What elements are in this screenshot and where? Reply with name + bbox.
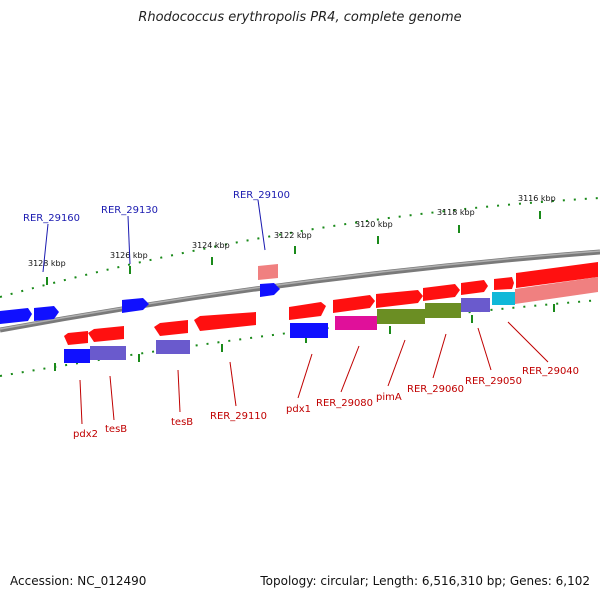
label-leader bbox=[477, 327, 492, 371]
gene-arrow-blue[interactable] bbox=[0, 308, 32, 324]
gene-olive[interactable] bbox=[425, 303, 461, 318]
gene-arrow-red[interactable] bbox=[461, 280, 488, 295]
gene-cyan[interactable] bbox=[492, 292, 515, 305]
gene-pink[interactable] bbox=[258, 264, 278, 280]
scale-label: 3118 kbp bbox=[437, 208, 475, 217]
gene-arrow-red[interactable] bbox=[194, 312, 256, 331]
gene-label-upper[interactable]: RER_29100 bbox=[233, 190, 290, 201]
scale-label: 3120 kbp bbox=[355, 220, 393, 229]
label-leader bbox=[127, 215, 131, 265]
gene-arrow-red[interactable] bbox=[64, 331, 88, 345]
gene-arrow-blue[interactable] bbox=[260, 283, 280, 297]
gene-pink[interactable] bbox=[515, 277, 598, 304]
genome-summary-text: Topology: circular; Length: 6,516,310 bp… bbox=[260, 574, 590, 588]
scale-label: 3122 kbp bbox=[274, 231, 312, 240]
label-leader bbox=[177, 369, 181, 413]
label-leader bbox=[387, 339, 406, 387]
gene-label-lower[interactable]: RER_29080 bbox=[316, 398, 373, 409]
gene-arrow-blue[interactable] bbox=[122, 298, 149, 313]
gene-arrow-red[interactable] bbox=[423, 284, 460, 301]
gene-label-upper[interactable]: RER_29160 bbox=[23, 213, 80, 224]
label-leader bbox=[507, 321, 549, 363]
gene-arrow-red[interactable] bbox=[88, 326, 124, 342]
label-leader bbox=[42, 223, 49, 273]
gene-label-lower[interactable]: RER_29060 bbox=[407, 384, 464, 395]
genome-title: Rhodococcus erythropolis PR4, complete g… bbox=[138, 10, 462, 25]
gene-label-lower[interactable]: RER_29040 bbox=[522, 366, 579, 377]
gene-label-lower[interactable]: RER_29050 bbox=[465, 376, 522, 387]
label-leader bbox=[297, 353, 313, 399]
gene-label-lower[interactable]: pdx1 bbox=[286, 404, 311, 415]
gene-label-lower[interactable]: pimA bbox=[376, 392, 402, 403]
outer-scale-ring bbox=[0, 197, 600, 298]
label-leader bbox=[340, 345, 360, 393]
gene-blue[interactable] bbox=[64, 349, 90, 363]
gene-arrow-blue[interactable] bbox=[34, 306, 59, 321]
gene-arrow-red[interactable] bbox=[154, 320, 188, 336]
gene-arrow-red[interactable] bbox=[516, 262, 598, 288]
gene-arrow-red[interactable] bbox=[333, 295, 375, 313]
gene-label-lower[interactable]: tesB bbox=[105, 424, 127, 435]
scale-label: 3128 kbp bbox=[28, 259, 66, 268]
genome-backbone bbox=[0, 249, 600, 333]
gene-label-lower[interactable]: RER_29110 bbox=[210, 411, 267, 422]
gene-magenta[interactable] bbox=[335, 316, 377, 330]
gene-arrow-red[interactable] bbox=[494, 277, 514, 290]
gene-olive[interactable] bbox=[377, 309, 425, 324]
label-leader bbox=[79, 379, 83, 425]
label-leader bbox=[432, 333, 447, 379]
gene-slate[interactable] bbox=[90, 346, 126, 360]
label-leader bbox=[109, 375, 115, 421]
scale-label: 3124 kbp bbox=[192, 241, 230, 250]
gene-arrow-red[interactable] bbox=[376, 290, 423, 308]
gene-slate[interactable] bbox=[461, 298, 490, 312]
scale-label: 3126 kbp bbox=[110, 251, 148, 260]
gene-arrow-red[interactable] bbox=[289, 302, 326, 320]
gene-blue[interactable] bbox=[290, 323, 328, 338]
label-leader bbox=[229, 361, 237, 407]
gene-label-lower[interactable]: pdx2 bbox=[73, 429, 98, 440]
accession-text: Accession: NC_012490 bbox=[10, 574, 147, 588]
label-leader bbox=[257, 199, 266, 251]
gene-slate[interactable] bbox=[156, 340, 190, 354]
gene-label-upper[interactable]: RER_29130 bbox=[101, 205, 158, 216]
scale-label: 3116 kbp bbox=[518, 194, 556, 203]
gene-label-lower[interactable]: tesB bbox=[171, 417, 193, 428]
